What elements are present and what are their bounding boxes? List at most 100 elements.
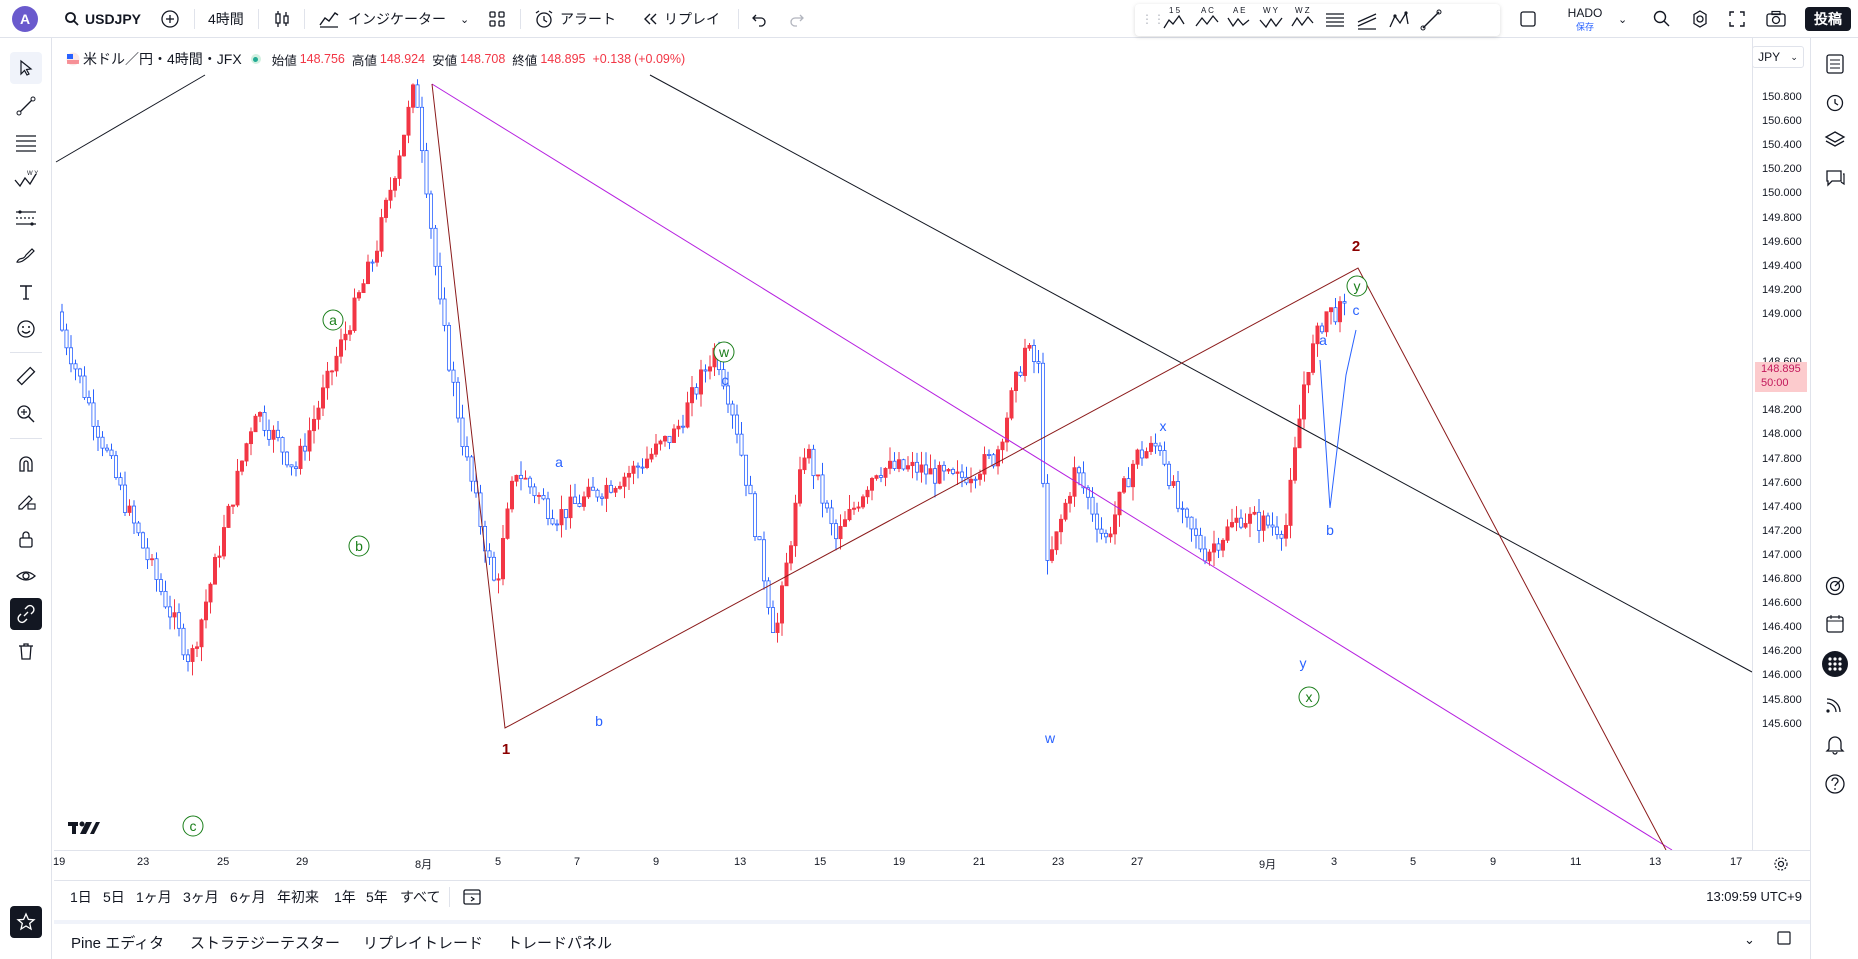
streams-button[interactable] xyxy=(1819,688,1851,720)
hide-drawings-button[interactable] xyxy=(10,560,42,592)
separator xyxy=(738,9,739,29)
range-1m[interactable]: 1ヶ月 xyxy=(136,889,172,905)
lock-drawings-button[interactable] xyxy=(10,523,42,555)
elliott-impulse-tool[interactable]: 1 5 xyxy=(1161,6,1189,34)
range-5d[interactable]: 5日 xyxy=(103,889,125,905)
replay-button[interactable]: リプレイ xyxy=(642,0,720,38)
goto-date-button[interactable] xyxy=(462,887,484,912)
candle xyxy=(582,491,587,511)
collapse-panel-icon[interactable]: ⌄ xyxy=(1744,932,1755,947)
ideas-button[interactable] xyxy=(1819,570,1851,602)
candle xyxy=(874,474,879,481)
candle xyxy=(915,452,920,481)
candle-body xyxy=(865,489,870,498)
range-1d[interactable]: 1日 xyxy=(70,889,92,905)
brush-tool[interactable] xyxy=(10,239,42,271)
trend-line-tool[interactable] xyxy=(10,90,42,122)
tab-replay-trade[interactable]: リプレイトレード xyxy=(363,935,484,952)
candle xyxy=(428,190,433,239)
symbol-legend: 米ドル／円・4時間・JFX 始値 148.756 高値 148.924 安値 148.… xyxy=(66,49,685,69)
layout-name-button[interactable]: HADO 保存 xyxy=(1560,6,1610,33)
elliott-triple-combo-tool[interactable]: W Z xyxy=(1289,6,1317,34)
cursor-tool[interactable] xyxy=(10,52,42,84)
sync-drawings-button[interactable] xyxy=(10,598,42,630)
candle xyxy=(1194,518,1199,549)
favorites-toolbar-button[interactable] xyxy=(10,906,42,938)
emoji-tool[interactable] xyxy=(10,313,42,345)
layout-menu-chevron-icon[interactable]: ⌄ xyxy=(1618,13,1628,26)
candle-body xyxy=(1063,502,1068,520)
range-6m[interactable]: 6ヶ月 xyxy=(230,889,266,905)
help-button[interactable] xyxy=(1819,768,1851,800)
candle xyxy=(753,491,758,541)
fullscreen-layout-button[interactable] xyxy=(1518,0,1538,38)
zoom-in-tool[interactable] xyxy=(10,398,42,430)
pattern-tool[interactable]: W Y xyxy=(10,163,42,195)
range-all[interactable]: すべて xyxy=(400,889,441,905)
range-ytd[interactable]: 年初来 xyxy=(277,889,319,905)
user-avatar[interactable]: A xyxy=(12,6,38,32)
tab-trade-panel[interactable]: トレードパネル xyxy=(507,935,613,952)
alerts-button[interactable] xyxy=(1819,86,1851,118)
settings-button[interactable] xyxy=(1690,0,1710,38)
candle xyxy=(888,447,893,475)
drag-handle-icon[interactable]: ⋮⋮ xyxy=(1141,12,1165,26)
elliott-correction-tool[interactable]: A C xyxy=(1193,6,1221,34)
horizontal-lines-tool[interactable] xyxy=(1323,8,1347,37)
trend-line-tool[interactable] xyxy=(1419,8,1443,37)
candle-body xyxy=(1113,514,1118,535)
fullscreen-button[interactable] xyxy=(1728,0,1746,38)
calendar-button[interactable] xyxy=(1819,608,1851,640)
range-1y[interactable]: 1年 xyxy=(334,889,356,905)
publish-button[interactable]: 投稿 xyxy=(1805,7,1851,31)
range-3m[interactable]: 3ヶ月 xyxy=(183,889,219,905)
products-button[interactable] xyxy=(1819,648,1851,680)
alert-button[interactable]: アラート xyxy=(534,0,616,38)
quick-search-button[interactable] xyxy=(1652,0,1672,38)
candle-body xyxy=(424,150,429,195)
snapshot-button[interactable] xyxy=(1765,0,1787,38)
templates-button[interactable] xyxy=(488,0,506,38)
measure-tool[interactable] xyxy=(10,360,42,392)
tab-strategy-tester[interactable]: ストラテジーテスター xyxy=(190,935,341,952)
forecasting-tool[interactable] xyxy=(10,202,42,234)
candle-body xyxy=(343,333,348,341)
market-status-icon[interactable] xyxy=(250,54,261,64)
legend-title[interactable]: 米ドル／円・4時間・JFX xyxy=(83,51,242,67)
range-5y[interactable]: 5年 xyxy=(366,889,388,905)
elliott-double-combo-tool[interactable]: W Y xyxy=(1257,6,1285,34)
low-label: 安値 xyxy=(432,53,458,68)
fib-channel-tool[interactable] xyxy=(1355,8,1379,37)
currency-selector[interactable]: JPY ⌄ xyxy=(1752,46,1804,68)
candle xyxy=(235,459,240,508)
elliott-triangle-tool[interactable]: A E xyxy=(1225,6,1253,34)
axis-settings-button[interactable] xyxy=(1773,856,1789,877)
tradingview-logo[interactable] xyxy=(66,818,100,843)
stay-in-drawing-mode-button[interactable] xyxy=(10,485,42,517)
interval-button[interactable]: 4時間 xyxy=(208,11,244,27)
indicators-button[interactable]: インジケーター ⌄ xyxy=(318,0,469,38)
candle-body xyxy=(78,368,83,377)
fib-retracement-tool[interactable] xyxy=(10,127,42,159)
candle-body xyxy=(996,449,1001,467)
magnet-mode-button[interactable] xyxy=(10,448,42,480)
compare-button[interactable] xyxy=(160,0,180,38)
undo-button[interactable] xyxy=(750,0,768,38)
layers-button[interactable] xyxy=(1819,124,1851,156)
remove-drawings-button[interactable] xyxy=(10,635,42,667)
chats-button[interactable] xyxy=(1819,162,1851,194)
notifications-button[interactable] xyxy=(1819,728,1851,760)
symbol-search[interactable]: USDJPY xyxy=(64,0,141,38)
text-tool[interactable] xyxy=(10,276,42,308)
candle-body xyxy=(1221,539,1226,551)
redo-button[interactable] xyxy=(788,0,806,38)
maximize-panel-button[interactable] xyxy=(1776,930,1792,951)
candle-body xyxy=(1257,511,1262,531)
tab-pine-editor[interactable]: Pine エディタ xyxy=(71,935,165,952)
timezone-clock[interactable]: 13:09:59 UTC+9 xyxy=(1706,889,1802,904)
watchlist-button[interactable] xyxy=(1819,48,1851,80)
pattern-tool[interactable] xyxy=(1387,8,1411,37)
chart-type-button[interactable] xyxy=(272,0,292,38)
candle-body xyxy=(784,562,789,587)
